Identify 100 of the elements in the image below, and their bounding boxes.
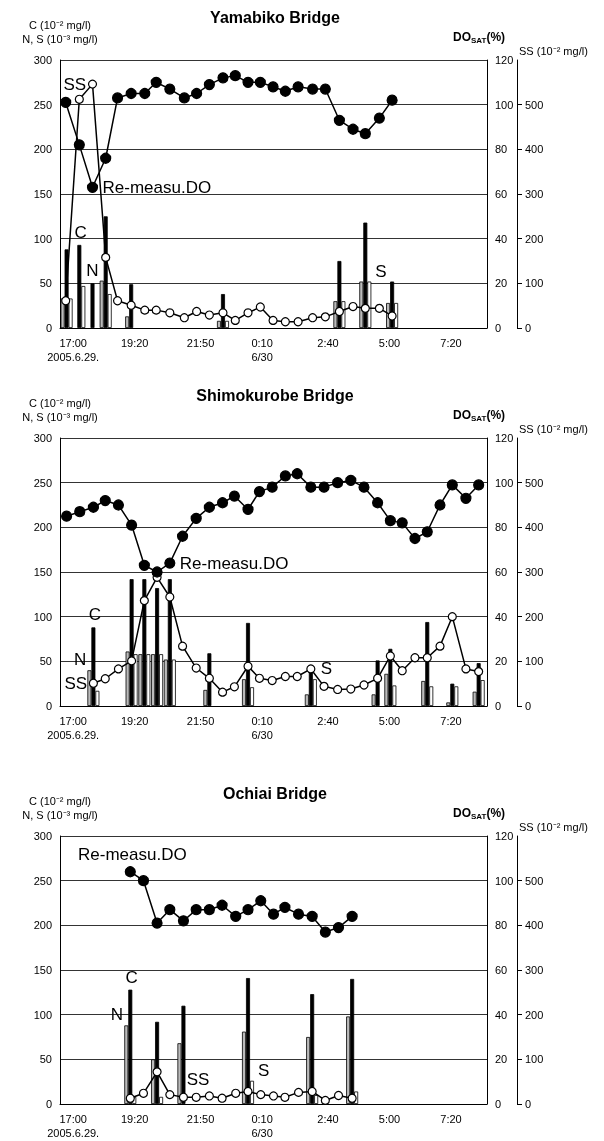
point (111, 92, 124, 104)
y-tick-label: 100 (33, 1008, 52, 1021)
point (192, 306, 202, 317)
point (333, 114, 345, 126)
point (347, 1093, 357, 1103)
point (74, 506, 86, 518)
point (460, 492, 472, 504)
point (60, 96, 72, 109)
x-tick-label: 5:00 (378, 337, 401, 349)
point (228, 490, 240, 502)
x-tick-label: 7:20 (440, 1113, 462, 1125)
series-label: S (320, 659, 333, 679)
point (216, 899, 228, 911)
point (61, 296, 71, 306)
point (386, 94, 398, 106)
point (165, 308, 175, 318)
point (447, 612, 457, 622)
point (279, 901, 291, 914)
point (268, 1091, 279, 1101)
y2-tick-label: 120 (495, 432, 514, 444)
point (307, 83, 319, 95)
y-tick-label: 150 (33, 566, 52, 578)
point (177, 915, 190, 927)
point (178, 92, 190, 104)
point (292, 81, 304, 93)
point (318, 481, 330, 493)
point (307, 1086, 317, 1097)
point (217, 687, 228, 697)
point (359, 680, 369, 690)
x-tick-label: 21:50 (186, 337, 215, 349)
point (319, 681, 329, 691)
point (230, 910, 242, 922)
y2-tick-label: 20 (495, 277, 508, 290)
point (124, 866, 136, 878)
point (348, 301, 358, 312)
point (292, 908, 305, 920)
point (125, 1093, 135, 1103)
x-tick-label: 5:00 (378, 715, 401, 727)
point (230, 315, 240, 325)
point (410, 653, 420, 663)
point (164, 557, 176, 569)
y3-tick-label: 400 (525, 521, 544, 534)
point (151, 305, 161, 315)
point (373, 673, 383, 683)
y3-tick-label: 200 (525, 610, 544, 623)
y-tick-label: 150 (33, 188, 52, 200)
point (334, 306, 344, 317)
point (242, 76, 254, 88)
point (126, 300, 136, 310)
point (112, 499, 125, 511)
point (112, 296, 123, 306)
y3-tick-label: 100 (525, 1053, 544, 1066)
y-tick-label: 100 (33, 232, 52, 245)
y2-tick-label: 60 (495, 964, 508, 976)
point (74, 94, 84, 104)
x-tick-label: 7:20 (440, 715, 462, 727)
y3-tick-label: 100 (525, 655, 544, 668)
point (243, 308, 253, 318)
point (345, 474, 357, 487)
y-tick-label: 200 (33, 143, 52, 156)
y-tick-label: 50 (39, 277, 52, 290)
point (280, 671, 290, 682)
y2-tick-label: 100 (495, 98, 514, 111)
y2-tick-label: 100 (495, 476, 514, 489)
x-tick-label: 17:00 2005.6.29. (47, 715, 100, 741)
point (150, 76, 162, 88)
y2-tick-label: 20 (495, 1053, 508, 1066)
point (387, 311, 397, 321)
point (203, 501, 215, 513)
y-axis-title: C (10⁻² mg/l) N, S (10⁻³ mg/l) (22, 19, 98, 45)
point (446, 479, 458, 491)
point (203, 904, 215, 916)
x-tick-label: 19:20 (120, 337, 149, 349)
point (176, 530, 189, 542)
point (256, 1090, 266, 1100)
point (291, 468, 303, 480)
point (254, 76, 266, 88)
point (217, 72, 229, 84)
y3-tick-label: 500 (525, 874, 544, 887)
point (347, 123, 359, 135)
series-label: Re-measu.DO (102, 178, 212, 198)
x-tick-label: 19:20 (120, 1113, 149, 1125)
y2-tick-label: 100 (495, 874, 514, 887)
point (218, 308, 228, 318)
point (191, 1092, 201, 1102)
point (140, 305, 150, 315)
y2-tick-label: 0 (495, 322, 502, 334)
y3-axis-title: SS (10⁻² mg/l) (519, 820, 588, 833)
y-tick-label: 300 (33, 54, 52, 66)
y3-tick-label: 300 (525, 188, 544, 200)
point (138, 1088, 149, 1098)
y-tick-label: 0 (45, 700, 52, 712)
point (267, 908, 280, 920)
point (242, 503, 254, 516)
point (203, 78, 215, 91)
y-tick-label: 250 (33, 476, 52, 489)
y3-tick-label: 200 (525, 232, 544, 245)
point (190, 512, 202, 524)
y3-tick-label: 100 (525, 277, 544, 290)
point (474, 667, 484, 677)
